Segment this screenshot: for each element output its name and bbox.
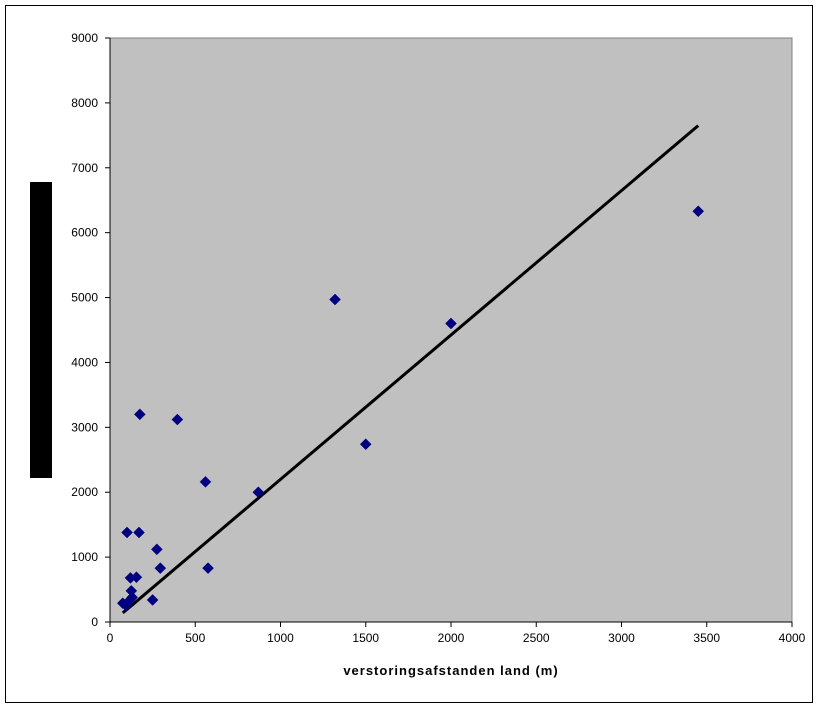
data-point [329,293,341,306]
trendline-group [121,124,700,615]
y-tick-label: 7000 [71,161,98,175]
y-tick-label: 9000 [71,31,98,45]
data-point [146,594,159,606]
data-point [199,475,212,488]
y-tick-label: 6000 [71,226,98,240]
y-tick-label: 1000 [71,550,98,564]
y-tick-label: 2000 [71,485,98,499]
data-point [202,562,214,574]
y-tick-label: 0 [91,615,98,629]
x-axis: 0 500 1000 1500 2000 2500 3000 3500 4000 [107,621,806,645]
x-tick-label: 4000 [779,631,806,645]
data-point [133,526,145,539]
x-tick-label: 0 [107,631,114,645]
data-point [359,438,372,451]
y-axis: 0 1000 2000 3000 4000 5000 6000 7000 8000 9000 [71,31,111,629]
y-tick-label: 5000 [71,291,98,305]
data-point [692,205,705,218]
x-tick-label: 1000 [267,631,294,645]
data-point [154,562,167,574]
data-point [445,317,457,330]
data-point [130,571,143,584]
redacted-y-axis-label [30,182,52,478]
data-point [252,486,265,499]
data-point [171,413,184,426]
y-tick-label: 3000 [71,420,98,434]
x-tick-label: 2500 [523,631,550,645]
x-axis-title: verstoringsafstanden land (m) [343,663,558,678]
plot-area [109,37,793,623]
x-tick-label: 3500 [693,631,720,645]
y-tick-label: 4000 [71,355,98,369]
y-tick-label: 8000 [71,96,98,110]
x-tick-label: 2000 [438,631,465,645]
data-point [126,591,139,604]
data-point [151,543,163,556]
x-tick-label: 1500 [352,631,379,645]
data-points [116,205,705,612]
x-tick-label: 500 [185,631,205,645]
trendline [121,124,700,615]
data-point [121,526,133,539]
x-tick-label: 3000 [608,631,635,645]
data-point [133,408,146,421]
